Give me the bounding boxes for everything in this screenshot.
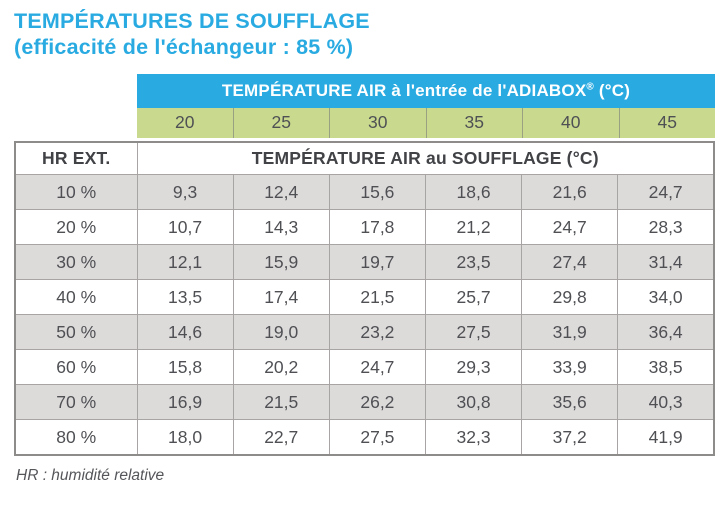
hr-ext-value: 10 % xyxy=(14,174,138,211)
outlet-temp-value: 32,3 xyxy=(424,419,523,456)
outlet-temp-value: 21,6 xyxy=(521,174,619,211)
hr-ext-value: 70 % xyxy=(14,384,138,421)
outlet-temp-value: 24,7 xyxy=(617,174,715,211)
outlet-temp-header: TEMPÉRATURE AIR au SOUFFLAGE (°C) xyxy=(136,141,715,176)
hr-ext-value: 80 % xyxy=(14,419,138,456)
table-header-block: TEMPÉRATURE AIR à l'entrée de l'ADIABOX®… xyxy=(137,73,715,138)
inlet-temp-header: TEMPÉRATURE AIR à l'entrée de l'ADIABOX®… xyxy=(137,73,715,108)
outlet-temp-value: 41,9 xyxy=(617,419,715,456)
outlet-temp-value: 24,7 xyxy=(521,209,619,246)
outlet-temp-value: 36,4 xyxy=(617,314,715,351)
page-title-line-1: TEMPÉRATURES DE SOUFFLAGE xyxy=(14,9,370,33)
inlet-temp-value: 20 xyxy=(137,107,233,138)
outlet-temp-value: 23,5 xyxy=(424,244,523,281)
outlet-temp-value: 37,2 xyxy=(521,419,619,456)
inlet-temp-value: 25 xyxy=(232,107,329,138)
outlet-temp-value: 19,7 xyxy=(328,244,426,281)
outlet-temp-value: 15,6 xyxy=(328,174,426,211)
outlet-temp-value: 27,5 xyxy=(328,419,426,456)
table-row: 40 % 13,5 17,4 21,5 25,7 29,8 34,0 xyxy=(14,279,715,316)
table-row: 20 % 10,7 14,3 17,8 21,2 24,7 28,3 xyxy=(14,209,715,246)
hr-ext-value: 60 % xyxy=(14,349,138,386)
registered-trademark-symbol: ® xyxy=(586,81,594,93)
outlet-temp-value: 15,9 xyxy=(232,244,330,281)
outlet-temp-value: 29,8 xyxy=(521,279,619,316)
soufflage-table: HR EXT. TEMPÉRATURE AIR au SOUFFLAGE (°C… xyxy=(14,140,715,456)
outlet-temp-value: 10,7 xyxy=(136,209,234,246)
outlet-temp-value: 29,3 xyxy=(424,349,523,386)
hr-ext-value: 50 % xyxy=(14,314,138,351)
outlet-temp-value: 34,0 xyxy=(617,279,715,316)
outlet-temp-value: 17,8 xyxy=(328,209,426,246)
page-title: TEMPÉRATURES DE SOUFFLAGE (efficacité de… xyxy=(14,8,728,61)
hr-ext-label: HR EXT. xyxy=(14,141,138,176)
footnote: HR : humidité relative xyxy=(16,466,165,484)
inlet-temp-value: 30 xyxy=(329,107,426,138)
page-title-line-2: (efficacité de l'échangeur : 85 %) xyxy=(14,35,354,60)
outlet-temp-value: 18,0 xyxy=(136,419,234,456)
hr-ext-value: 40 % xyxy=(14,279,138,316)
outlet-temp-value: 19,0 xyxy=(232,314,330,351)
outlet-temp-value: 20,2 xyxy=(232,349,330,386)
outlet-temp-value: 31,4 xyxy=(617,244,715,281)
outlet-temp-value: 24,7 xyxy=(328,349,426,386)
table-row: 50 % 14,6 19,0 23,2 27,5 31,9 36,4 xyxy=(14,314,715,351)
outlet-temp-value: 9,3 xyxy=(136,174,234,211)
outlet-temp-value: 12,1 xyxy=(136,244,234,281)
outlet-temp-value: 35,6 xyxy=(521,384,619,421)
table-row: 30 % 12,1 15,9 19,7 23,5 27,4 31,4 xyxy=(14,244,715,281)
outlet-temp-value: 16,9 xyxy=(136,384,234,421)
subheader-row: HR EXT. TEMPÉRATURE AIR au SOUFFLAGE (°C… xyxy=(14,141,715,176)
hr-ext-value: 30 % xyxy=(14,244,138,281)
outlet-temp-value: 13,5 xyxy=(136,279,234,316)
outlet-temp-value: 23,2 xyxy=(328,314,426,351)
outlet-temp-value: 40,3 xyxy=(617,384,715,421)
table-row: 80 % 18,0 22,7 27,5 32,3 37,2 41,9 xyxy=(14,419,715,456)
inlet-temp-value: 40 xyxy=(522,107,619,138)
outlet-temp-value: 33,9 xyxy=(521,349,619,386)
outlet-temp-value: 17,4 xyxy=(232,279,330,316)
outlet-temp-value: 27,4 xyxy=(521,244,619,281)
table-row: 70 % 16,9 21,5 26,2 30,8 35,6 40,3 xyxy=(14,384,715,421)
hr-ext-value: 20 % xyxy=(14,209,138,246)
outlet-temp-value: 27,5 xyxy=(424,314,523,351)
outlet-temp-value: 26,2 xyxy=(328,384,426,421)
inlet-temp-value: 35 xyxy=(425,107,522,138)
outlet-temp-value: 18,6 xyxy=(424,174,523,211)
outlet-temp-value: 25,7 xyxy=(424,279,523,316)
outlet-temp-value: 21,2 xyxy=(424,209,523,246)
inlet-temp-header-text: TEMPÉRATURE AIR à l'entrée de l'ADIABOX xyxy=(221,80,587,100)
outlet-temp-value: 12,4 xyxy=(232,174,330,211)
inlet-temp-value: 45 xyxy=(618,107,715,138)
table-row: 10 % 9,3 12,4 15,6 18,6 21,6 24,7 xyxy=(14,174,715,211)
outlet-temp-value: 21,5 xyxy=(328,279,426,316)
outlet-temp-value: 38,5 xyxy=(617,349,715,386)
outlet-temp-value: 30,8 xyxy=(424,384,523,421)
outlet-temp-value: 14,6 xyxy=(136,314,234,351)
outlet-temp-value: 22,7 xyxy=(232,419,330,456)
outlet-temp-value: 21,5 xyxy=(232,384,330,421)
outlet-temp-value: 31,9 xyxy=(521,314,619,351)
outlet-temp-value: 14,3 xyxy=(232,209,330,246)
inlet-temp-values-row: 20 25 30 35 40 45 xyxy=(137,107,715,138)
inlet-temp-header-unit: (°C) xyxy=(593,80,631,100)
table-row: 60 % 15,8 20,2 24,7 29,3 33,9 38,5 xyxy=(14,349,715,386)
outlet-temp-value: 28,3 xyxy=(617,209,715,246)
outlet-temp-value: 15,8 xyxy=(136,349,234,386)
